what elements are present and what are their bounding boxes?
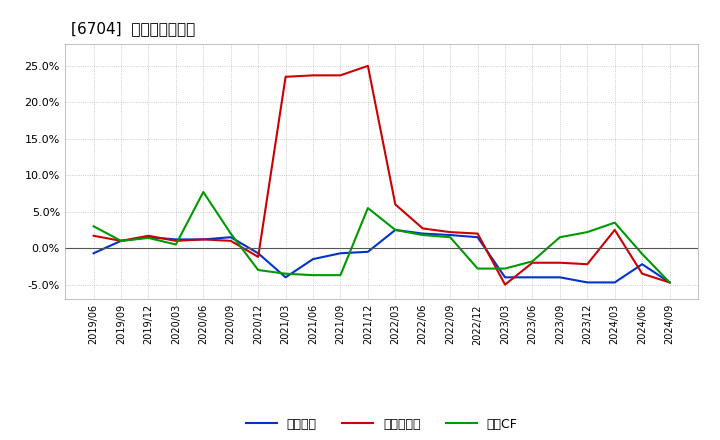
経常利益 (144, 235, 153, 240)
当期素利益 (171, 238, 180, 243)
経常利益 (611, 280, 619, 285)
経常利益 (171, 237, 180, 242)
当期素利益 (282, 74, 290, 80)
経常利益 (583, 280, 592, 285)
経常利益 (638, 261, 647, 267)
当期素利益 (583, 261, 592, 267)
当期素利益 (364, 63, 372, 69)
営業CF (117, 238, 125, 243)
当期素利益 (199, 237, 207, 242)
営業CF (556, 235, 564, 240)
当期素利益 (446, 230, 454, 235)
当期素利益 (336, 73, 345, 78)
当期素利益 (226, 238, 235, 243)
Text: [6704]  マージンの推移: [6704] マージンの推移 (71, 21, 195, 36)
当期素利益 (309, 73, 318, 78)
当期素利益 (144, 233, 153, 238)
経常利益 (556, 275, 564, 280)
営業CF (199, 189, 207, 194)
経常利益 (528, 275, 537, 280)
経常利益 (282, 275, 290, 280)
営業CF (528, 259, 537, 264)
営業CF (254, 268, 263, 273)
Legend: 経常利益, 当期素利益, 営業CF: 経常利益, 当期素利益, 営業CF (240, 413, 523, 436)
営業CF (89, 224, 98, 229)
経常利益 (500, 275, 509, 280)
営業CF (418, 232, 427, 238)
営業CF (226, 231, 235, 236)
営業CF (446, 235, 454, 240)
経常利益 (226, 235, 235, 240)
当期素利益 (665, 280, 674, 285)
経常利益 (391, 227, 400, 233)
営業CF (500, 266, 509, 271)
当期素利益 (254, 254, 263, 260)
当期素利益 (418, 226, 427, 231)
Line: 経常利益: 経常利益 (94, 230, 670, 282)
経常利益 (89, 251, 98, 256)
経常利益 (199, 237, 207, 242)
営業CF (282, 271, 290, 276)
Line: 営業CF: 営業CF (94, 192, 670, 282)
営業CF (309, 272, 318, 278)
Line: 当期素利益: 当期素利益 (94, 66, 670, 285)
当期素利益 (638, 271, 647, 276)
当期素利益 (391, 202, 400, 207)
当期素利益 (473, 231, 482, 236)
営業CF (611, 220, 619, 225)
経常利益 (117, 238, 125, 243)
営業CF (171, 242, 180, 247)
当期素利益 (528, 260, 537, 265)
営業CF (144, 235, 153, 241)
営業CF (665, 280, 674, 285)
経常利益 (364, 249, 372, 254)
当期素利益 (556, 260, 564, 265)
経常利益 (254, 251, 263, 256)
営業CF (391, 227, 400, 233)
営業CF (638, 251, 647, 257)
当期素利益 (500, 282, 509, 287)
経常利益 (446, 232, 454, 238)
営業CF (473, 266, 482, 271)
当期素利益 (117, 238, 125, 243)
営業CF (336, 272, 345, 278)
営業CF (364, 205, 372, 211)
経常利益 (665, 280, 674, 285)
経常利益 (309, 257, 318, 262)
当期素利益 (611, 227, 619, 233)
当期素利益 (89, 233, 98, 238)
営業CF (583, 230, 592, 235)
経常利益 (473, 235, 482, 240)
経常利益 (418, 231, 427, 236)
経常利益 (336, 251, 345, 256)
